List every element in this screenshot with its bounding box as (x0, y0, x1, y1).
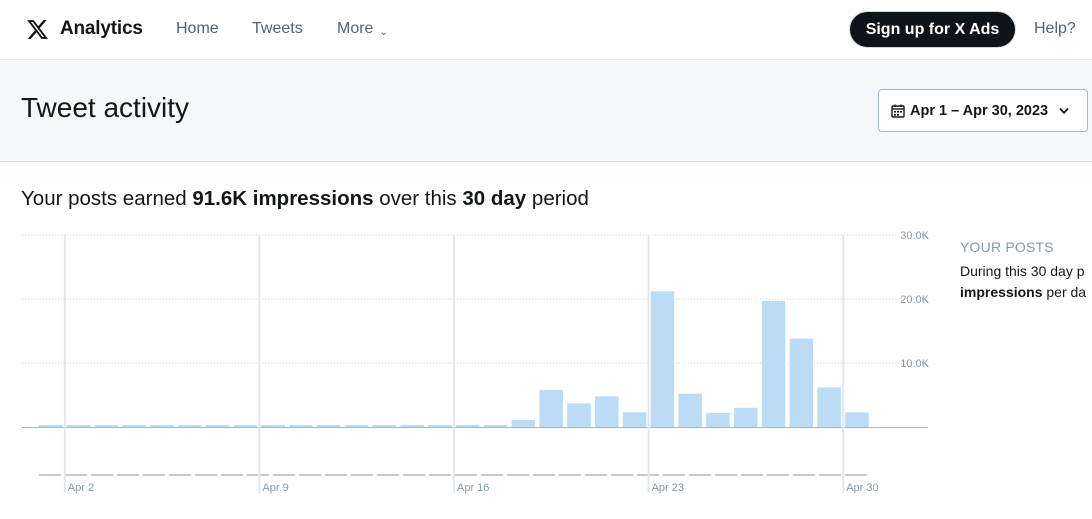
nav-more-menu[interactable]: More ⌄ (337, 20, 388, 38)
chart-bar-apr-14 (400, 425, 424, 427)
summary-period: 30 day (462, 187, 527, 210)
chart-bar-apr-15 (428, 425, 452, 427)
chart-bar-apr-17 (483, 425, 508, 427)
chart-bar-apr-5 (150, 425, 174, 427)
top-nav: Analytics Home Tweets More ⌄ Sign up for … (0, 0, 1092, 60)
chart-bar-apr-6 (178, 425, 202, 427)
chart-labels: 10.0K 20.0K 30.0K Apr 2 Apr 9 Apr 16 Apr 23 Apr… (68, 230, 930, 494)
x-tick-label: Apr 30 (846, 482, 878, 494)
chevron-down-icon: ⌄ (379, 27, 388, 38)
chart-bar-apr-22 (622, 412, 647, 427)
x-tick-label: Apr 2 (68, 482, 94, 494)
calendar-icon (891, 104, 905, 118)
chart-bar-apr-3 (94, 425, 119, 427)
chart-bar-apr-4 (122, 425, 146, 427)
chart-bar-apr-18 (511, 419, 536, 427)
chart-bar-apr-9 (261, 425, 285, 427)
impressions-chart: 10.0K 20.0K 30.0K Apr 2 Apr 9 Apr 16 Apr 23 Apr… (22, 230, 930, 494)
chart-bar-apr-11 (317, 425, 341, 427)
side-panel-title: YOUR POSTS (960, 239, 1054, 255)
chart-bar-apr-16 (456, 425, 480, 427)
summary-impressions: 91.6K impressions (192, 187, 374, 210)
your-posts-panel: YOUR POSTS During this 30 day p impressi… (960, 239, 1092, 303)
chart-grid (22, 234, 928, 493)
page-header: Tweet activity Apr 1 – Apr 30, 2023 (0, 60, 1092, 162)
page-title: Tweet activity (21, 92, 190, 123)
nav-tweets-link[interactable]: Tweets (252, 20, 303, 37)
chart-bar-apr-28 (789, 338, 814, 427)
help-link[interactable]: Help? (1034, 20, 1076, 37)
y-tick-label: 10.0K (900, 358, 929, 370)
sign-up-ads-button[interactable]: Sign up for X Ads (849, 11, 1016, 48)
side-panel-line1: During this 30 day p (960, 263, 1085, 279)
chart-bar-apr-21 (595, 396, 619, 427)
side-panel-line2: impressions per da (960, 282, 1092, 303)
date-range-picker[interactable]: Apr 1 – Apr 30, 2023 (878, 89, 1088, 132)
x-tick-label: Apr 23 (652, 482, 684, 494)
side-panel-bold: impressions (960, 284, 1043, 300)
chart-bar-apr-1 (39, 425, 63, 427)
summary-middle: over this (373, 187, 463, 210)
x-tick-label: Apr 9 (262, 482, 288, 494)
nav-home-link[interactable]: Home (176, 20, 219, 37)
chart-bar-apr-13 (372, 425, 397, 427)
chart-bar-apr-27 (761, 300, 786, 427)
chart-bar-apr-29 (817, 387, 841, 427)
chevron-down-icon (1059, 107, 1069, 114)
chart-bar-apr-19 (539, 389, 563, 427)
brand-name: Analytics (60, 18, 143, 39)
chart-bar-apr-24 (678, 393, 702, 427)
side-panel-rest: per da (1042, 284, 1087, 300)
chart-bar-apr-20 (567, 403, 591, 427)
nav-more-label: More (337, 20, 374, 37)
chart-bar-apr-8 (233, 425, 258, 427)
chart-bar-apr-23 (650, 291, 675, 427)
chart-bar-apr-26 (734, 407, 758, 427)
x-logo-icon (27, 19, 48, 39)
brand[interactable]: Analytics (26, 16, 143, 42)
summary-suffix: period (526, 187, 589, 210)
chart-bar-apr-12 (344, 425, 369, 427)
chart-bar-apr-25 (706, 412, 730, 427)
chart-bar-apr-2 (66, 425, 91, 427)
chart-bar-apr-10 (289, 425, 313, 427)
y-tick-label: 30.0K (900, 230, 929, 242)
y-tick-label: 20.0K (900, 294, 929, 306)
x-tick-label: Apr 16 (457, 482, 489, 494)
date-range-label: Apr 1 – Apr 30, 2023 (910, 102, 1049, 119)
side-panel-text: During this 30 day p impressions per da (960, 261, 1092, 303)
chart-bars (39, 291, 869, 427)
impressions-summary: Your posts earned 91.6K impressions over… (21, 187, 589, 211)
chart-bar-apr-30 (845, 412, 869, 427)
chart-bar-apr-7 (205, 425, 230, 427)
summary-prefix: Your posts earned (21, 187, 193, 210)
